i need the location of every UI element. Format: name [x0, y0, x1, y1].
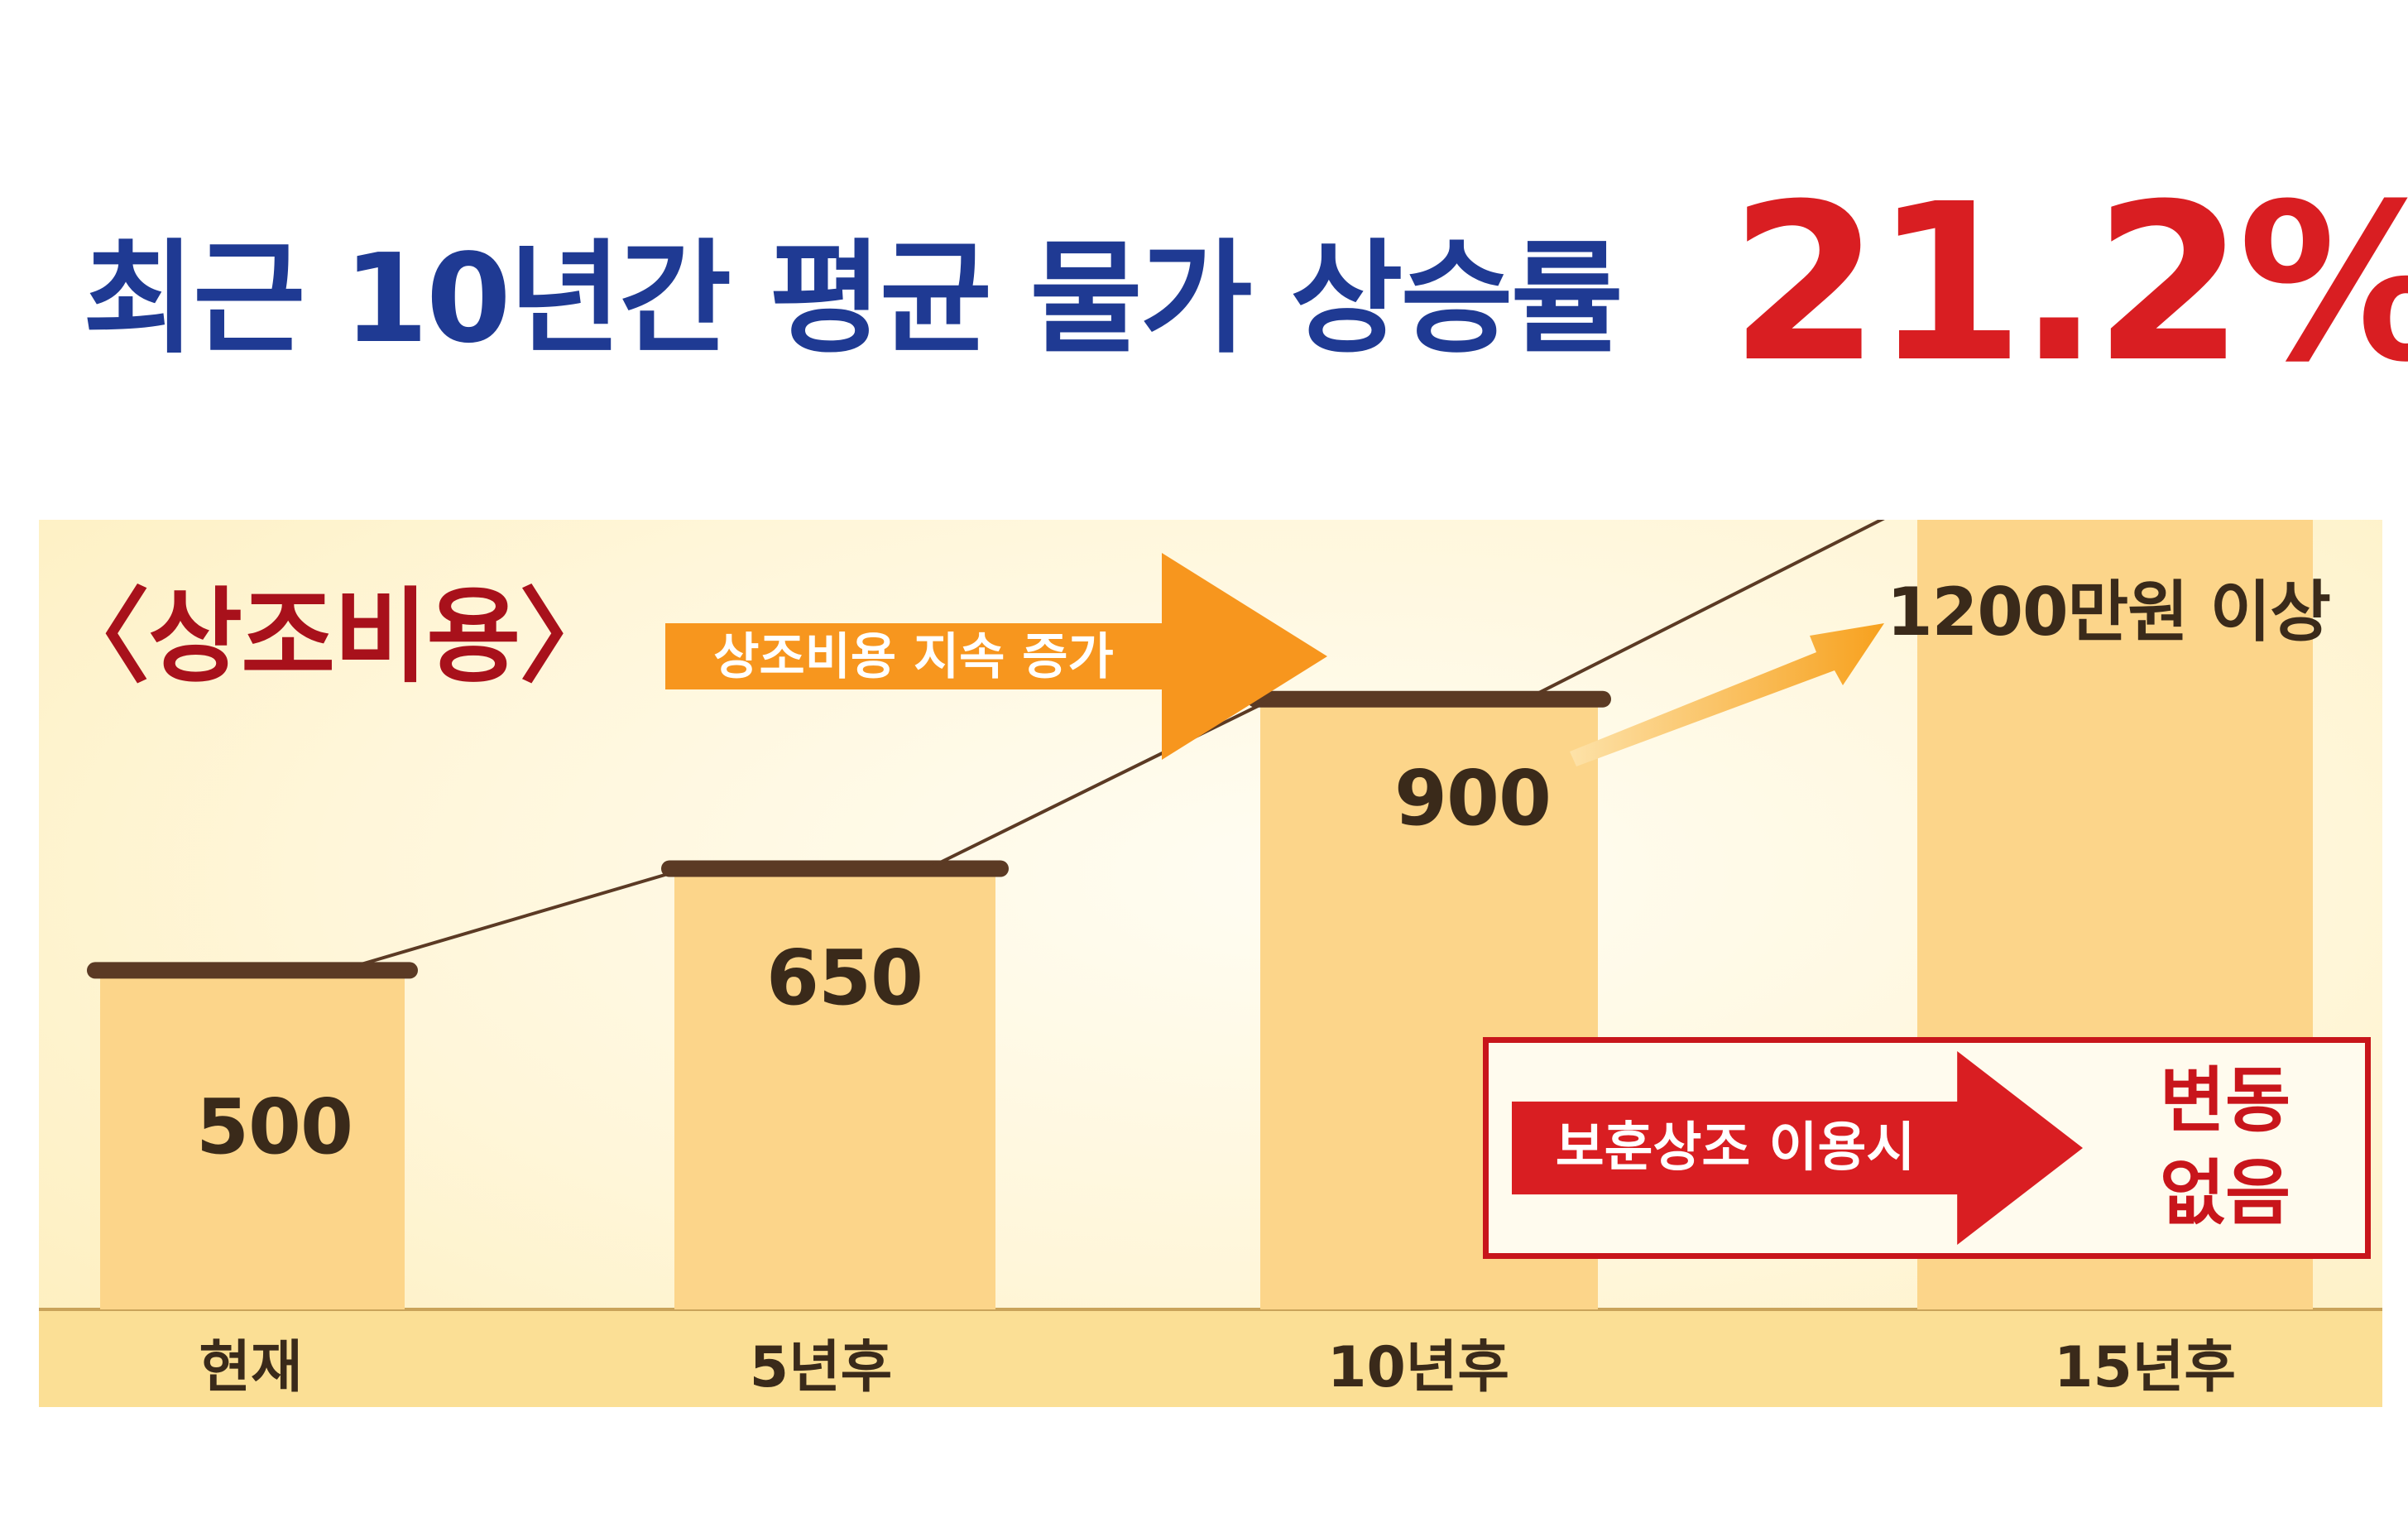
sangjo-arrow-label: 보훈상조 이용시	[1555, 1117, 1916, 1179]
chart-panel: 〈상조비용〉 상조비용 지속 증가 보훈상조 이용시 변동 없음 500 650 9…	[39, 520, 2382, 1407]
bar-value-label: 900	[1394, 754, 1552, 843]
small-growth-arrow	[1570, 623, 1884, 766]
trend-line-segment	[1525, 520, 1885, 701]
bar	[674, 868, 995, 1309]
chart-canvas	[39, 520, 2382, 1407]
sangjo-result-line1: 변동	[2159, 1059, 2291, 1142]
sangjo-result: 변동 없음	[2118, 1054, 2333, 1240]
bar-value-label: 650	[766, 934, 923, 1022]
x-axis-band	[39, 1309, 2382, 1407]
sangjo-box: 보훈상조 이용시 변동 없음	[1483, 1037, 2371, 1259]
panel-title: 〈상조비용〉	[47, 578, 621, 697]
x-tick-label: 10년후	[1327, 1335, 1509, 1400]
growth-arrow: 상조비용 지속 증가	[665, 553, 1327, 760]
headline-rate: 21.2%	[1729, 157, 2408, 410]
trend-line-segment	[927, 697, 1273, 871]
headline: 최근 10년간 평균 물가 상승률 21.2%	[0, 141, 2408, 410]
bar	[100, 970, 405, 1309]
x-tick-label: 15년후	[2054, 1335, 2236, 1400]
sangjo-result-line2: 없음	[2159, 1152, 2291, 1235]
bar-value-label: 500	[196, 1083, 353, 1171]
x-tick-label: 5년후	[749, 1335, 893, 1400]
x-tick-label: 현재	[199, 1335, 303, 1400]
trend-line-segment	[339, 867, 687, 973]
headline-text: 최근 10년간 평균 물가 상승률	[83, 228, 1624, 370]
growth-arrow-label: 상조비용 지속 증가	[713, 628, 1114, 686]
bar-value-label: 1200만원 이상	[1887, 574, 2331, 651]
